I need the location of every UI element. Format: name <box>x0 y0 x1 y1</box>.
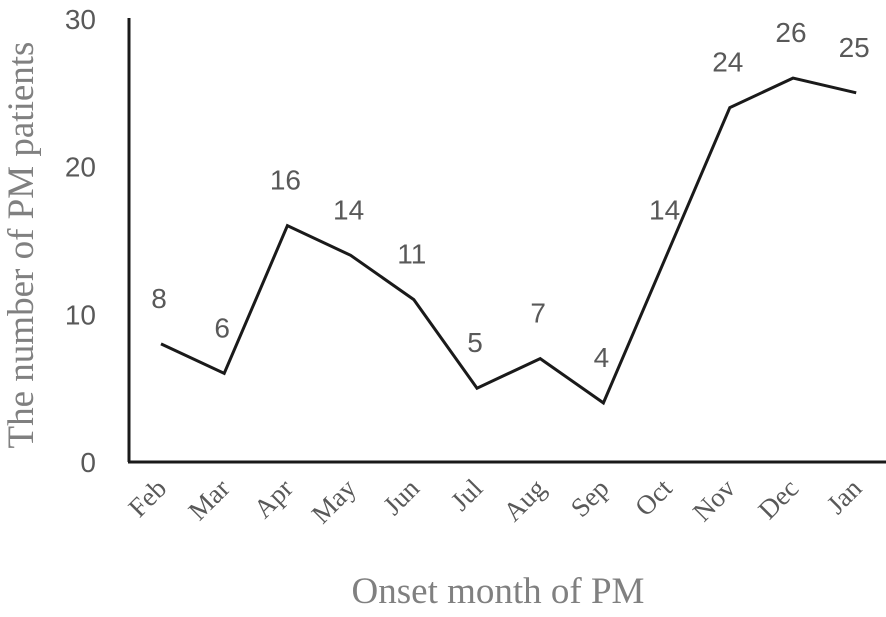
data-label: 7 <box>530 298 546 329</box>
x-tick-label: Jan <box>821 473 868 520</box>
x-tick-label: Oct <box>629 473 678 522</box>
data-label: 8 <box>151 283 167 314</box>
y-tick-labels: 0 10 20 30 <box>65 4 96 478</box>
data-label: 25 <box>839 32 870 63</box>
y-tick-label: 20 <box>65 152 96 183</box>
x-tick-label: Aug <box>497 473 551 527</box>
data-label: 16 <box>270 165 301 196</box>
data-label: 14 <box>649 194 680 225</box>
data-label: 14 <box>333 194 364 225</box>
x-tick-labels: Feb Mar Apr May Jun Jul Aug Sep Oct Nov Dec Jan <box>122 473 867 530</box>
x-tick-label: Mar <box>182 473 235 526</box>
data-label: 6 <box>214 312 230 343</box>
y-axis-title: The number of PM patients <box>1 42 42 449</box>
series-line <box>160 76 857 406</box>
x-tick-label: May <box>306 473 363 530</box>
data-label: 5 <box>467 327 483 358</box>
x-tick-label: Feb <box>122 473 172 523</box>
data-labels: 8 6 16 14 11 5 7 4 14 24 26 25 <box>151 17 870 373</box>
x-tick-label: Nov <box>687 473 741 527</box>
x-tick-label: Apr <box>248 473 299 524</box>
x-tick-label: Dec <box>752 473 804 525</box>
data-label: 24 <box>712 47 743 78</box>
y-tick-label: 10 <box>65 299 96 330</box>
y-tick-label: 0 <box>80 447 96 478</box>
x-tick-label: Sep <box>565 473 615 523</box>
data-label: 4 <box>594 342 610 373</box>
y-tick-label: 30 <box>65 4 96 35</box>
data-label: 26 <box>775 17 806 48</box>
x-tick-label: Jul <box>445 473 488 516</box>
data-label: 11 <box>397 239 426 270</box>
x-axis-title: Onset month of PM <box>352 571 645 612</box>
x-tick-label: Jun <box>377 473 425 521</box>
